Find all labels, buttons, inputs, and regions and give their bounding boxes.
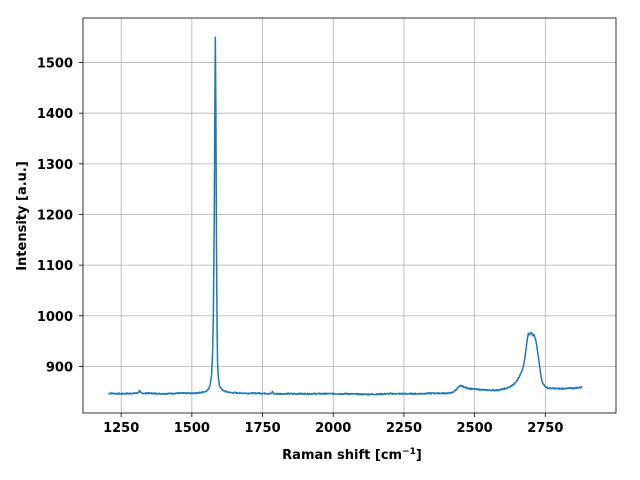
grid	[83, 18, 616, 413]
y-tick-label: 900	[46, 360, 73, 375]
x-axis-label: Raman shift [cm−1]	[282, 447, 422, 463]
y-tick-label: 1500	[37, 57, 73, 72]
x-tick-label: 2000	[315, 421, 351, 436]
y-tick-label: 1000	[37, 310, 73, 325]
x-tick-label: 1500	[174, 421, 210, 436]
x-tick-label: 2500	[457, 421, 493, 436]
x-tick-label: 1250	[103, 421, 139, 436]
y-tick-label: 1200	[37, 208, 73, 223]
x-tick-label: 2250	[386, 421, 422, 436]
x-axis: 1250 1500 1750 2000 2250 2500 2750	[103, 413, 563, 436]
spectrum-line	[108, 36, 583, 396]
x-tick-label: 1750	[244, 421, 280, 436]
y-axis-label: Intensity [a.u.]	[15, 161, 30, 271]
y-tick-label: 1400	[37, 107, 73, 122]
y-axis: 900 1000 1100 1200 1300 1400 1500	[37, 57, 83, 375]
x-tick-label: 2750	[527, 421, 563, 436]
plot-area	[108, 36, 583, 396]
y-tick-label: 1300	[37, 158, 73, 173]
y-tick-label: 1100	[37, 259, 73, 274]
plot-frame	[82, 17, 617, 414]
